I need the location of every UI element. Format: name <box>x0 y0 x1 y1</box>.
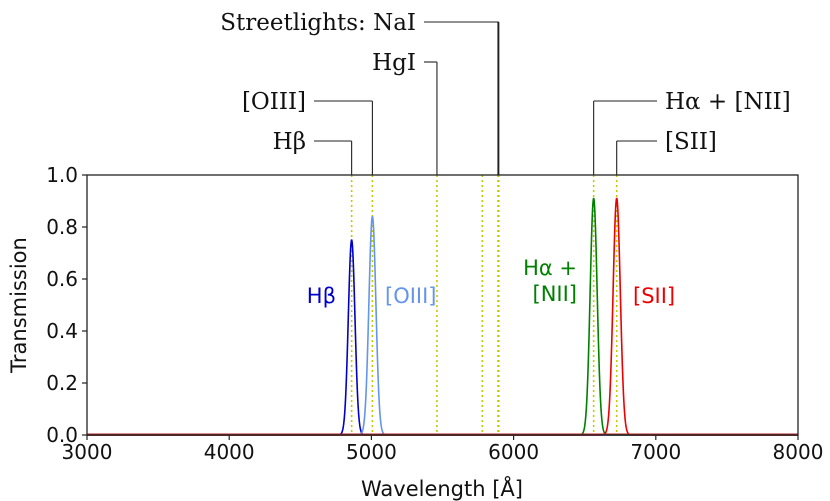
x-tick-label: 4000 <box>204 440 255 464</box>
callout-label: HgI <box>372 50 416 76</box>
series-labels: Hβ [OIII] Hα +[NII] [SII] <box>307 256 675 308</box>
y-tick-label: 0.6 <box>46 267 78 291</box>
x-tick-label: 3000 <box>62 440 113 464</box>
transmission-curves <box>87 197 798 436</box>
series-curve <box>87 215 798 436</box>
series-curve <box>87 197 798 436</box>
callout-annotations: Streetlights: NaI HgI [OIII] Hβ Hα + [NII] [S… <box>220 10 791 175</box>
axis-ticks: 3000 4000 5000 6000 7000 8000 0.0 0.2 0.4 0.6 0.8 1… <box>46 163 823 464</box>
x-axis-title: Wavelength [Å] <box>361 475 523 501</box>
callout-label: [SII] <box>665 129 717 155</box>
series-label: [SII] <box>633 284 675 308</box>
y-tick-label: 0.8 <box>46 215 78 239</box>
plot-frame <box>86 174 799 436</box>
series-curve <box>87 239 798 436</box>
series-label: [NII] <box>533 282 577 306</box>
reference-lines <box>350 175 618 435</box>
x-tick-label: 6000 <box>488 440 539 464</box>
callout-label: Hβ <box>273 129 306 155</box>
y-tick-label: 0.4 <box>46 319 78 343</box>
y-tick-label: 1.0 <box>46 163 78 187</box>
series-label: [OIII] <box>385 284 437 308</box>
x-tick-label: 7000 <box>630 440 681 464</box>
y-tick-label: 0.2 <box>46 371 78 395</box>
callout-label: Hα + [NII] <box>665 89 791 115</box>
callout-label: [OIII] <box>242 89 306 115</box>
series-label: Hα + <box>523 256 577 280</box>
x-tick-label: 5000 <box>346 440 397 464</box>
series-curve <box>87 197 798 436</box>
x-tick-label: 8000 <box>773 440 824 464</box>
y-axis-title: Transmission <box>7 237 31 374</box>
series-label: Hβ <box>307 284 336 308</box>
callout-label: Streetlights: NaI <box>220 10 416 36</box>
y-tick-label: 0.0 <box>46 423 78 447</box>
